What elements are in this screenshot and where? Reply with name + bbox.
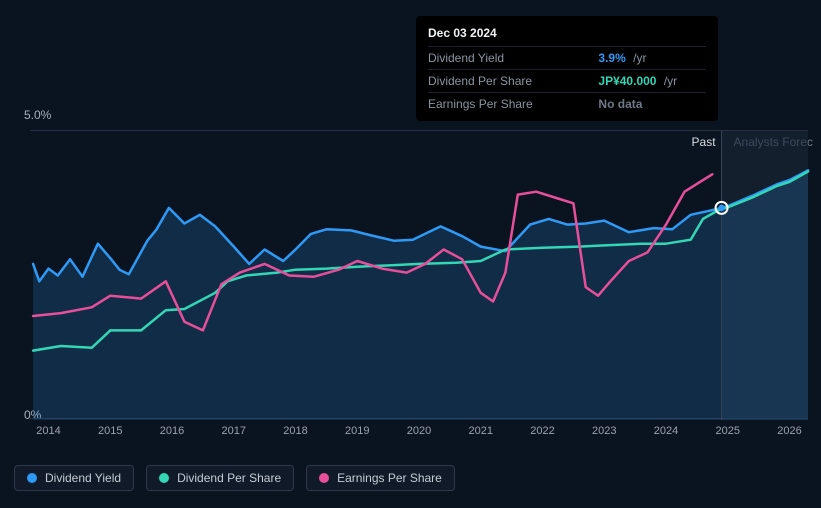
tooltip-row-label: Dividend Yield — [428, 47, 598, 70]
legend-item-dividend-per-share[interactable]: Dividend Per Share — [146, 465, 294, 491]
x-tick: 2018 — [283, 425, 307, 437]
chart: 5.0% 0% Past Analysts Forec 201420152016… — [0, 100, 821, 455]
legend-label: Earnings Per Share — [337, 471, 442, 485]
legend-swatch — [27, 473, 37, 483]
tooltip-row-unit: /yr — [633, 51, 646, 65]
tooltip-date: Dec 03 2024 — [428, 24, 706, 46]
legend-item-earnings-per-share[interactable]: Earnings Per Share — [306, 465, 455, 491]
tooltip-row: Dividend Per Share JP¥40.000 /yr — [428, 70, 706, 93]
x-tick: 2023 — [592, 425, 616, 437]
legend-label: Dividend Per Share — [177, 471, 281, 485]
legend-item-dividend-yield[interactable]: Dividend Yield — [14, 465, 134, 491]
legend: Dividend Yield Dividend Per Share Earnin… — [14, 465, 455, 491]
x-tick: 2026 — [777, 425, 801, 437]
x-tick: 2017 — [222, 425, 246, 437]
x-tick: 2024 — [654, 425, 678, 437]
legend-label: Dividend Yield — [45, 471, 121, 485]
x-tick: 2021 — [468, 425, 492, 437]
tooltip-row-label: Dividend Per Share — [428, 70, 598, 93]
x-tick: 2022 — [530, 425, 554, 437]
x-tick: 2019 — [345, 425, 369, 437]
x-tick: 2015 — [98, 425, 122, 437]
x-tick: 2014 — [36, 425, 60, 437]
x-axis: 2014 2015 2016 2017 2018 2019 2020 2021 2022 2023… — [30, 425, 808, 445]
x-tick: 2025 — [715, 425, 739, 437]
tooltip-row: Dividend Yield 3.9% /yr — [428, 47, 706, 70]
chart-svg — [30, 131, 808, 418]
tooltip-row-unit: /yr — [664, 74, 677, 88]
tooltip-row-value: JP¥40.000 — [598, 74, 656, 88]
x-tick: 2020 — [407, 425, 431, 437]
legend-swatch — [159, 473, 169, 483]
y-axis-label-max: 5.0% — [24, 108, 51, 122]
plot-area[interactable] — [30, 130, 808, 419]
x-tick: 2016 — [160, 425, 184, 437]
tooltip-row-value: 3.9% — [598, 51, 625, 65]
legend-swatch — [319, 473, 329, 483]
